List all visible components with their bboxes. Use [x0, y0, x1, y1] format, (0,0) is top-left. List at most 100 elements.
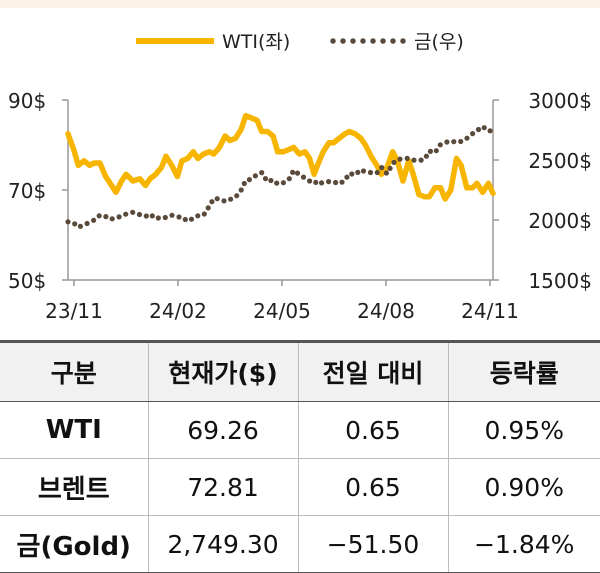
gold-point: [195, 213, 201, 219]
right-tick-label: 2000$: [528, 209, 592, 233]
gold-point: [437, 142, 443, 148]
row-label: WTI: [0, 401, 148, 459]
top-band: [0, 0, 600, 8]
gold-point: [96, 213, 102, 219]
change-rate-cell: 0.90%: [447, 458, 600, 516]
gold-point: [109, 216, 115, 222]
right-tick-label: 2500$: [528, 149, 592, 173]
gold-point: [427, 148, 433, 154]
gold-point: [444, 139, 450, 145]
right-tick-label: 3000$: [528, 89, 592, 113]
gold-point: [286, 176, 292, 182]
gold-point: [221, 198, 227, 204]
axes: [67, 100, 494, 281]
gold-point: [355, 169, 361, 175]
current-price-cell: 72.81: [147, 458, 298, 516]
change-cell: 0.65: [297, 458, 448, 516]
gold-point: [280, 180, 286, 186]
gold-point: [333, 179, 339, 186]
change-rate-cell: −1.84%: [447, 515, 600, 573]
table-header-row: 구분 현재가($) 전일 대비 등락률: [0, 340, 600, 402]
x-tick-label: 24/05: [253, 299, 311, 323]
header-change-rate: 등락률: [447, 340, 600, 402]
gold-point: [367, 169, 374, 176]
change-cell: −51.50: [297, 515, 448, 573]
gold-point: [228, 196, 234, 202]
gold-point: [349, 171, 355, 177]
table-row-brent: 브렌트 72.81 0.65 0.90%: [0, 458, 600, 516]
x-tick-label: 24/08: [357, 299, 415, 323]
gold-point: [205, 205, 211, 211]
gold-point: [294, 170, 301, 176]
gold-point: [116, 214, 122, 220]
gold-point: [155, 215, 161, 221]
gold-point: [344, 174, 350, 180]
gold-point: [262, 176, 269, 182]
gold-point: [259, 170, 265, 176]
gold-point: [374, 169, 380, 176]
x-axis-ticks: 23/11 24/02 24/05 24/08 24/11: [45, 280, 519, 323]
gold-point: [209, 199, 215, 205]
gold-point: [433, 148, 439, 154]
gold-point: [404, 155, 410, 161]
gold-point: [188, 216, 195, 222]
gold-point: [136, 211, 143, 218]
gold-point: [470, 131, 476, 137]
gold-point: [418, 157, 424, 163]
gold-point: [458, 138, 464, 145]
x-tick-label: 24/11: [461, 299, 519, 323]
gold-point: [487, 128, 493, 134]
gold-point: [397, 156, 403, 162]
gold-point: [130, 209, 136, 215]
gold-point: [103, 214, 109, 220]
gold-point: [182, 216, 188, 223]
header-current-price: 현재가($): [147, 340, 298, 402]
gold-point: [387, 165, 393, 171]
gold-point: [290, 169, 296, 175]
gold-point: [176, 214, 182, 220]
gold-point: [238, 187, 244, 193]
current-price-cell: 2,749.30: [147, 515, 298, 573]
gold-point: [201, 211, 207, 217]
gold-point: [481, 125, 487, 131]
gold-point: [464, 135, 470, 141]
x-tick-label: 23/11: [45, 299, 103, 323]
gold-point: [241, 180, 247, 187]
gold-point: [475, 126, 482, 133]
gold-point: [91, 217, 97, 223]
x-tick-label: 24/02: [149, 299, 207, 323]
gold-point: [143, 213, 149, 219]
gold-point: [391, 159, 397, 165]
gold-point: [274, 180, 280, 186]
right-tick-label: 1500$: [528, 269, 592, 293]
left-tick-label: 70$: [8, 179, 46, 203]
gold-point: [246, 177, 252, 183]
gold-point: [149, 213, 155, 219]
gold-point: [234, 193, 240, 199]
change-cell: 0.65: [297, 401, 448, 459]
gold-point: [123, 211, 129, 217]
gold-point: [162, 214, 168, 221]
price-chart: WTI(좌) 금(우) 90$ 70$ 50$ 3000$ 2500$ 2000$ 150…: [8, 31, 592, 323]
row-label: 브렌트: [0, 458, 148, 516]
legend-label-gold: 금(우): [414, 31, 464, 53]
gold-point: [169, 212, 175, 218]
gold-point: [411, 157, 417, 163]
gold-point: [313, 179, 319, 185]
legend-label-wti: WTI(좌): [222, 31, 290, 53]
price-table: 구분 현재가($) 전일 대비 등락률 WTI 69.26 0.65 0.95%…: [0, 340, 600, 573]
gold-point: [77, 223, 83, 229]
gold-point: [360, 168, 367, 174]
gold-point: [379, 165, 385, 171]
current-price-cell: 69.26: [147, 401, 298, 459]
gold-point: [214, 196, 220, 202]
gold-point: [65, 219, 71, 225]
gold-point: [252, 173, 258, 179]
gold-point: [339, 179, 345, 185]
table-row-gold: 금(Gold) 2,749.30 −51.50 −1.84%: [0, 515, 600, 573]
series-line-wti: [65, 113, 496, 202]
header-change: 전일 대비: [297, 340, 448, 402]
gold-point: [383, 170, 389, 176]
gold-point: [268, 177, 274, 184]
gold-point: [72, 221, 78, 227]
